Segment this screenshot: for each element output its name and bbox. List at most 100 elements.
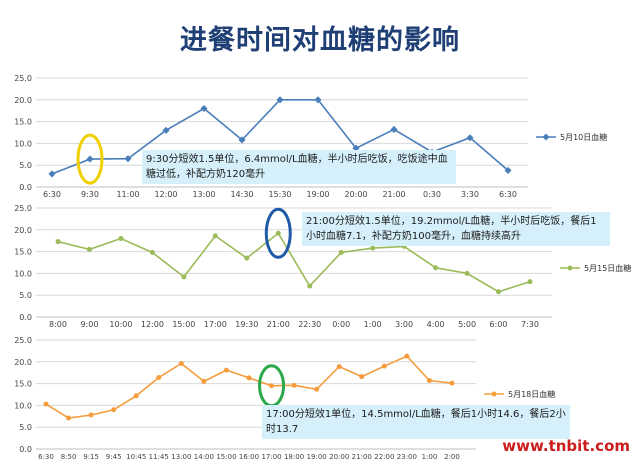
chart-1-y-tick-label: 25.0 bbox=[14, 74, 32, 83]
chart-3-data-point bbox=[404, 353, 410, 359]
chart-3-x-tick-label: 9:15 bbox=[83, 453, 99, 461]
chart-2-series-line bbox=[57, 232, 531, 293]
chart-2-x-tick-label: 7:30 bbox=[521, 320, 539, 329]
chart-1-x-tick-label: 12:00 bbox=[154, 190, 177, 199]
chart-2-data-point bbox=[118, 236, 124, 242]
chart-2-x-tick-label: 1:00 bbox=[364, 320, 382, 329]
chart-2-data-point bbox=[244, 255, 250, 261]
chart-1-data-point bbox=[352, 144, 360, 152]
chart-3-data-point bbox=[201, 378, 207, 384]
chart-2-y-tick-label: 5.0 bbox=[19, 291, 32, 300]
chart-1-y-tick-label: 10.0 bbox=[14, 139, 32, 148]
chart-3-data-point bbox=[381, 363, 387, 369]
chart-2-x-tick-label: 12:00 bbox=[141, 320, 164, 329]
chart-3-x-tick-label: 16:00 bbox=[239, 453, 259, 461]
chart-1-x-tick-label: 13:00 bbox=[192, 190, 215, 199]
chart-2-x-tick-label: 10:00 bbox=[109, 320, 132, 329]
chart-3-x-tick-label: 15:00 bbox=[216, 453, 236, 461]
chart-3-x-tick-label: 11:45 bbox=[149, 453, 169, 461]
chart-2-data-point bbox=[149, 249, 155, 255]
chart-3-data-point bbox=[359, 374, 365, 380]
chart-1-x-tick-label: 14:30 bbox=[230, 190, 253, 199]
chart-2-legend-marker bbox=[567, 265, 573, 271]
chart-3-data-point bbox=[269, 383, 275, 389]
chart-3-x-tick-label: 19:00 bbox=[307, 453, 327, 461]
chart-2-data-point bbox=[181, 274, 187, 280]
chart-1-annotation: 9:30分短效1.5单位，6.4mmol/L血糖，半小时后吃饭，吃饭途中血糖过低… bbox=[142, 150, 456, 184]
chart-1-data-point bbox=[314, 96, 322, 104]
chart-3-data-point bbox=[426, 378, 432, 384]
chart-1-data-point bbox=[86, 155, 94, 163]
chart-1-highlight-ellipse bbox=[76, 133, 104, 185]
chart-1-data-point bbox=[48, 170, 56, 178]
chart-2-data-point bbox=[527, 279, 533, 285]
chart-3-data-point bbox=[314, 386, 320, 392]
chart-3-legend-label: 5月18日血糖 bbox=[508, 389, 555, 399]
chart-1-data-point bbox=[124, 155, 132, 163]
chart-3-data-point bbox=[246, 375, 252, 381]
chart-3-y-tick-label: 20.0 bbox=[14, 358, 32, 367]
chart-3-x-tick-label: 14:00 bbox=[194, 453, 214, 461]
chart-1-data-point bbox=[276, 96, 284, 104]
chart-3-data-point bbox=[223, 367, 229, 373]
chart-1-y-tick-label: 20.0 bbox=[14, 96, 32, 105]
chart-3-y-tick-label: 10.0 bbox=[14, 401, 32, 410]
chart-2-data-point bbox=[212, 233, 218, 239]
chart-2-y-tick-label: 0.0 bbox=[19, 313, 32, 322]
chart-3-x-tick-label: 18:00 bbox=[284, 453, 304, 461]
chart-3-x-tick-label: 8:50 bbox=[61, 453, 77, 461]
chart-1-data-point bbox=[466, 134, 474, 142]
chart-1-x-tick-label: 0:30 bbox=[423, 190, 441, 199]
chart-1-x-tick-label: 20:00 bbox=[344, 190, 367, 199]
chart-1-y-tick-label: 0.0 bbox=[19, 183, 32, 192]
chart-1-legend-label: 5月10日血糖 bbox=[560, 132, 607, 142]
chart-2-data-point bbox=[496, 289, 502, 295]
chart-2-data-point bbox=[275, 230, 281, 236]
chart-2-highlight-ellipse bbox=[264, 207, 292, 259]
chart-2-data-point bbox=[370, 245, 376, 251]
chart-3-data-point bbox=[449, 380, 455, 386]
chart-2-x-tick-label: 22:30 bbox=[298, 320, 321, 329]
chart-2-x-tick-label: 15:00 bbox=[172, 320, 195, 329]
chart-3-data-point bbox=[133, 393, 139, 399]
chart-3-annotation: 17:00分短效1单位，14.5mmol/L血糖，餐后1小时14.6，餐后2小时… bbox=[262, 405, 570, 439]
chart-3-x-tick-label: 23:00 bbox=[397, 453, 417, 461]
chart-1-x-tick-label: 9:30 bbox=[81, 190, 99, 199]
chart-1-y-tick-label: 5.0 bbox=[19, 161, 32, 170]
chart-1-y-tick-label: 15.0 bbox=[14, 118, 32, 127]
chart-2-annotation: 21:00分短效1.5单位，19.2mmol/L血糖，半小时后吃饭，餐后1小时血… bbox=[302, 212, 610, 246]
chart-3-x-tick-label: 9:45 bbox=[106, 453, 122, 461]
chart-1-x-tick-label: 15:30 bbox=[268, 190, 291, 199]
chart-3-x-tick-label: 17:00 bbox=[261, 453, 281, 461]
chart-2-y-tick-label: 15.0 bbox=[14, 248, 32, 257]
chart-1-x-tick-label: 21:00 bbox=[382, 190, 405, 199]
chart-2-x-tick-label: 9:00 bbox=[80, 320, 98, 329]
chart-2-x-tick-label: 4:00 bbox=[427, 320, 445, 329]
chart-1-x-tick-label: 11:00 bbox=[116, 190, 139, 199]
chart-2-data-point bbox=[307, 283, 313, 289]
chart-2-data-point bbox=[86, 246, 92, 252]
chart-2-x-tick-label: 19:30 bbox=[235, 320, 258, 329]
chart-2-data-point bbox=[464, 270, 470, 276]
chart-3-data-point bbox=[66, 415, 72, 421]
chart-3-x-tick-label: 21:00 bbox=[352, 453, 372, 461]
chart-2-x-tick-label: 5:00 bbox=[458, 320, 476, 329]
chart-2-x-tick-label: 8:00 bbox=[49, 320, 67, 329]
chart-3-y-tick-label: 0.0 bbox=[19, 445, 32, 454]
chart-1-legend-marker bbox=[542, 133, 550, 141]
chart-2-x-tick-label: 0:00 bbox=[332, 320, 350, 329]
chart-3-data-point bbox=[336, 364, 342, 370]
chart-1-data-point bbox=[200, 104, 208, 113]
chart-1-x-tick-label: 19:00 bbox=[306, 190, 329, 199]
chart-2-data-point bbox=[55, 239, 61, 245]
chart-2-y-tick-label: 10.0 bbox=[14, 269, 32, 278]
chart-3-x-tick-label: 2:00 bbox=[444, 453, 460, 461]
chart-1-data-point bbox=[504, 166, 512, 174]
chart-2-y-tick-label: 20.0 bbox=[14, 226, 32, 235]
chart-2-data-point bbox=[433, 265, 439, 271]
watermark-text: www.tnbit.com bbox=[502, 437, 630, 455]
chart-1-x-tick-label: 3:30 bbox=[461, 190, 479, 199]
slide-title: 进餐时间对血糖的影响 bbox=[180, 25, 460, 56]
chart-3-y-tick-label: 25.0 bbox=[14, 336, 32, 345]
chart-3-x-tick-label: 13:00 bbox=[171, 453, 191, 461]
